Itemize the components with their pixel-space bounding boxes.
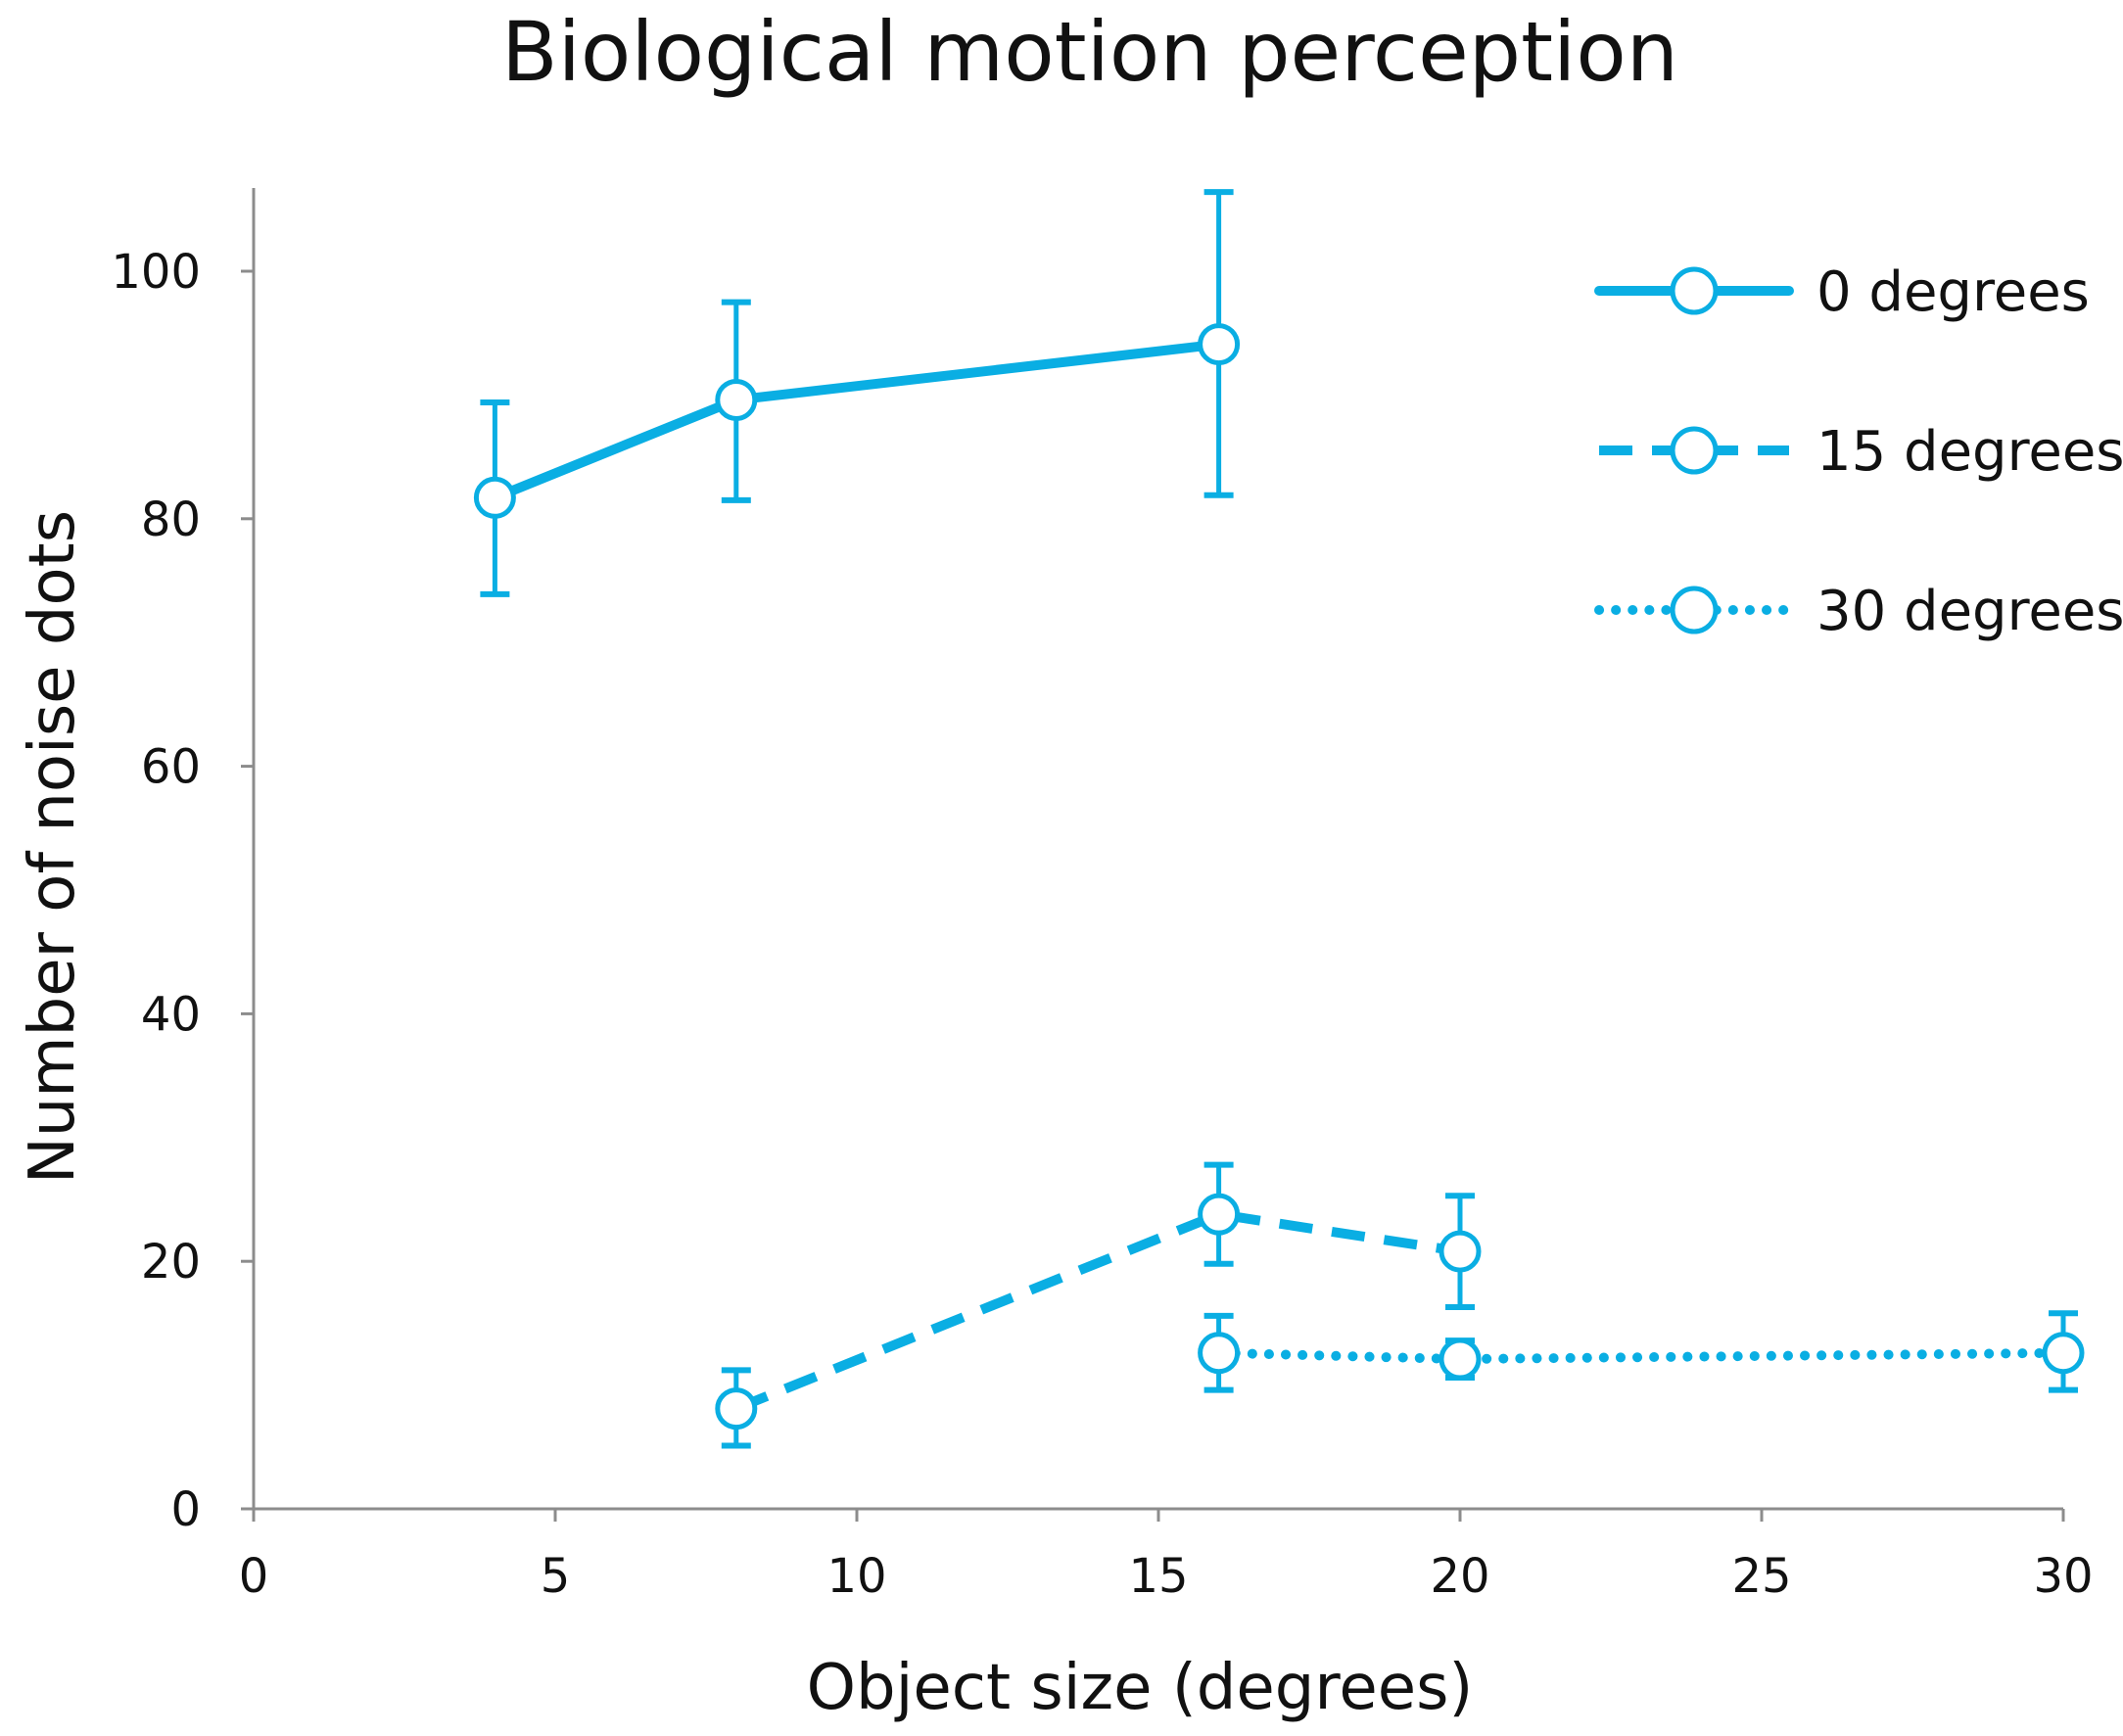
- legend: 0 degrees 15 degrees 30 degrees: [1594, 260, 2123, 643]
- data-point: [2042, 1332, 2085, 1375]
- data-point: [1198, 323, 1241, 366]
- legend-marker: [1670, 426, 1719, 475]
- axes: 0 20 40 60 80 100 0 5 10 15 20 25 30: [111, 188, 2094, 1604]
- legend-label: 0 degrees: [1816, 260, 2090, 324]
- x-axis-title: Object size (degrees): [807, 1652, 1474, 1724]
- legend-label: 15 degrees: [1816, 420, 2123, 484]
- y-tick-label: 20: [141, 1235, 201, 1290]
- chart-title: Biological motion perception: [501, 4, 1678, 100]
- series-dashed: [715, 1161, 1482, 1449]
- legend-label: 30 degrees: [1816, 580, 2123, 643]
- data-point: [715, 1387, 758, 1431]
- legend-entry-solid: 0 degrees: [1594, 260, 2090, 324]
- data-point: [1439, 1230, 1482, 1273]
- series-line: [490, 339, 1224, 503]
- data-point: [715, 378, 758, 421]
- series-solid: [473, 189, 1241, 597]
- y-tick-label: 60: [141, 740, 201, 795]
- series-line: [1213, 1347, 2068, 1365]
- x-tick-label: 10: [826, 1549, 886, 1604]
- y-tick-label: 100: [111, 245, 201, 300]
- legend-entry-dotted: 30 degrees: [1594, 580, 2123, 643]
- x-tick-label: 30: [2033, 1549, 2093, 1604]
- series-dotted: [1198, 1310, 2085, 1393]
- legend-marker: [1670, 266, 1719, 315]
- y-axis-title: Number of noise dots: [17, 510, 89, 1184]
- series-line: [733, 1209, 1461, 1414]
- x-tick-label: 20: [1430, 1549, 1489, 1604]
- y-tick-label: 80: [141, 493, 201, 547]
- y-tick-label: 40: [141, 987, 201, 1042]
- data-point: [1439, 1337, 1482, 1381]
- x-tick-label: 15: [1128, 1549, 1188, 1604]
- series-group: [473, 189, 2085, 1449]
- x-tick-label: 5: [541, 1549, 571, 1604]
- data-point: [1198, 1193, 1241, 1236]
- x-tick-label: 25: [1731, 1549, 1791, 1604]
- data-point: [1198, 1332, 1241, 1375]
- y-tick-label: 0: [170, 1482, 201, 1537]
- legend-entry-dashed: 15 degrees: [1599, 420, 2123, 484]
- legend-marker: [1670, 586, 1719, 634]
- data-point: [473, 476, 516, 519]
- x-tick-label: 0: [239, 1549, 269, 1604]
